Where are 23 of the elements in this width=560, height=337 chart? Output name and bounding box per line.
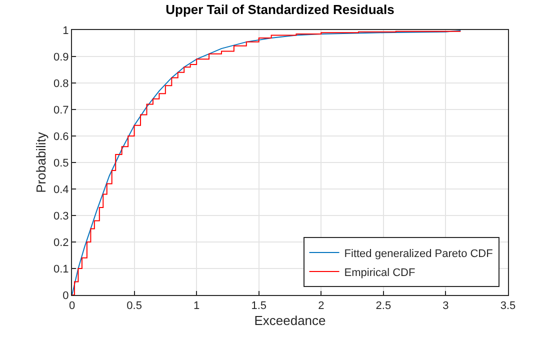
- x-axis-title: Exceedance: [254, 312, 326, 328]
- x-tick-label: 0.5: [126, 300, 142, 312]
- y-tick-label: 0.5: [54, 157, 69, 170]
- y-tick-label: 0.2: [54, 236, 69, 249]
- y-axis-title: Probability: [33, 132, 48, 193]
- legend-label: Fitted generalized Pareto CDF: [344, 248, 494, 260]
- y-tick-label: 1: [62, 24, 69, 37]
- legend-label: Empirical CDF: [344, 266, 416, 279]
- y-tick-label: 0.8: [54, 78, 69, 90]
- x-tick-label: 3.5: [500, 300, 516, 312]
- x-tick-label: 2: [318, 300, 324, 312]
- y-tick-label: 0.9: [54, 51, 69, 64]
- y-tick-label: 0.3: [54, 210, 69, 222]
- x-tick-label: 3: [442, 300, 449, 312]
- y-tick-label: 0: [62, 290, 69, 302]
- y-tick-label: 0.1: [54, 263, 69, 276]
- y-tick-label: 0.6: [54, 130, 69, 143]
- x-tick-label: 1: [194, 300, 200, 312]
- x-tick-label: 2.5: [376, 300, 392, 312]
- chart-title: Upper Tail of Standardized Residuals: [166, 2, 394, 18]
- y-tick-label: 0.7: [54, 104, 69, 116]
- x-tick-label: 1.5: [251, 300, 267, 312]
- y-tick-label: 0.4: [54, 184, 69, 196]
